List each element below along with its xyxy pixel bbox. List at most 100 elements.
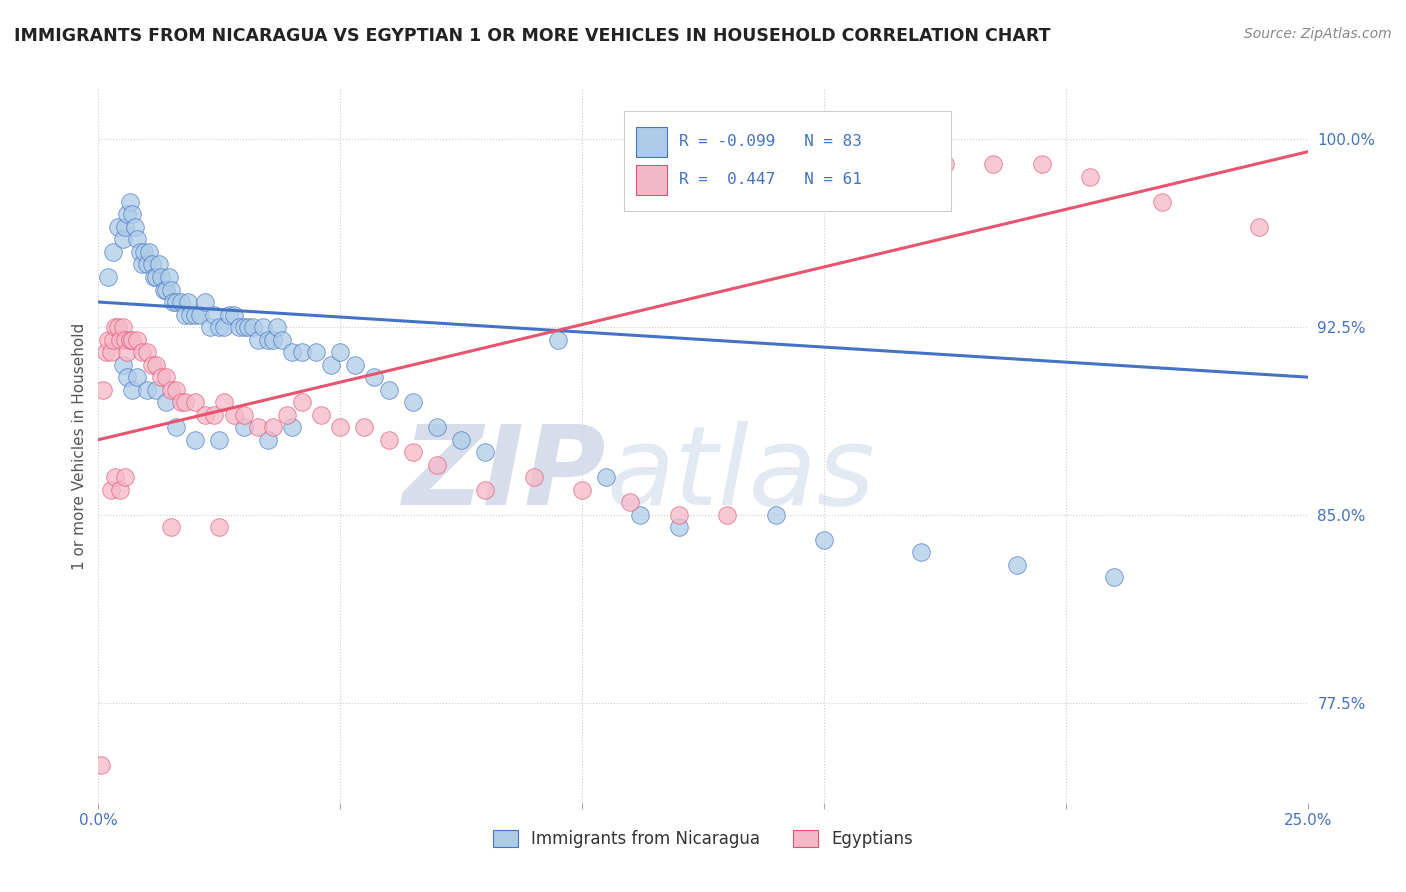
Point (174, 395, 197, 409)
Point (150, 270, 173, 285)
Point (107, 320, 129, 334)
Point (188, 308, 211, 322)
Point (256, 333, 278, 347)
Point (135, 257, 157, 271)
Point (426, 420, 449, 434)
Point (184, 395, 207, 409)
Point (148, 257, 170, 271)
Point (143, 270, 166, 285)
Point (262, 333, 284, 347)
Point (177, 295, 200, 310)
Point (152, 283, 174, 297)
Point (169, 395, 191, 409)
Point (101, 244, 124, 259)
Point (179, 308, 201, 322)
Point (157, 270, 180, 285)
Point (619, 495, 641, 509)
Point (97, 270, 120, 285)
Point (160, 520, 183, 534)
Y-axis label: 1 or more Vehicles in Household: 1 or more Vehicles in Household (72, 322, 87, 570)
Point (1249, 219, 1271, 234)
Point (242, 320, 264, 334)
Point (319, 358, 342, 372)
Point (1031, 157, 1053, 171)
Point (765, 508, 787, 522)
Point (128, 244, 150, 259)
Point (108, 333, 131, 347)
Text: R =  0.447   N = 61: R = 0.447 N = 61 (679, 171, 862, 186)
Point (124, 219, 146, 234)
Point (160, 383, 183, 397)
Point (402, 445, 425, 459)
Point (114, 219, 136, 234)
Point (121, 333, 143, 347)
Point (155, 370, 177, 384)
Point (212, 395, 235, 409)
Point (90, 758, 112, 772)
FancyBboxPatch shape (637, 165, 666, 194)
Point (141, 257, 163, 271)
Point (377, 433, 399, 447)
Point (290, 345, 312, 359)
Point (266, 320, 288, 334)
Point (150, 370, 173, 384)
Point (363, 370, 385, 384)
Point (108, 483, 131, 497)
Point (165, 420, 187, 434)
Point (138, 244, 160, 259)
Point (155, 395, 177, 409)
Text: IMMIGRANTS FROM NICARAGUA VS EGYPTIAN 1 OR MORE VEHICLES IN HOUSEHOLD CORRELATIO: IMMIGRANTS FROM NICARAGUA VS EGYPTIAN 1 … (14, 27, 1050, 45)
Legend: Immigrants from Nicaragua, Egyptians: Immigrants from Nicaragua, Egyptians (486, 823, 920, 855)
Point (232, 320, 254, 334)
Point (117, 345, 139, 359)
Point (184, 433, 207, 447)
Point (271, 333, 294, 347)
Point (860, 145, 883, 159)
Point (121, 383, 143, 397)
Point (121, 207, 143, 221)
Point (118, 194, 141, 209)
Point (204, 408, 226, 422)
Point (104, 320, 127, 334)
Point (162, 295, 184, 310)
Point (194, 408, 217, 422)
Point (247, 420, 270, 434)
Point (353, 420, 375, 434)
Point (111, 320, 134, 334)
Point (262, 420, 284, 434)
Point (668, 520, 690, 534)
Point (1007, 558, 1029, 572)
Point (281, 345, 304, 359)
Point (329, 345, 352, 359)
Point (402, 395, 425, 409)
Point (276, 408, 298, 422)
Point (118, 333, 141, 347)
Point (238, 320, 260, 334)
Point (252, 320, 274, 334)
Point (127, 333, 149, 347)
Point (131, 257, 153, 271)
Point (329, 420, 352, 434)
Point (305, 345, 328, 359)
Point (155, 283, 177, 297)
Point (127, 370, 149, 384)
Point (256, 433, 278, 447)
Point (547, 333, 569, 347)
Point (343, 358, 366, 372)
Point (934, 157, 956, 171)
Point (131, 345, 153, 359)
Point (111, 358, 134, 372)
Point (208, 433, 231, 447)
Point (232, 420, 254, 434)
Point (595, 470, 617, 484)
Point (194, 295, 217, 310)
Point (169, 295, 191, 310)
Point (571, 483, 593, 497)
Point (104, 470, 127, 484)
Point (184, 308, 207, 322)
Point (160, 283, 183, 297)
Text: Source: ZipAtlas.com: Source: ZipAtlas.com (1244, 27, 1392, 41)
Text: atlas: atlas (606, 421, 875, 528)
Point (247, 333, 270, 347)
Point (198, 320, 221, 334)
